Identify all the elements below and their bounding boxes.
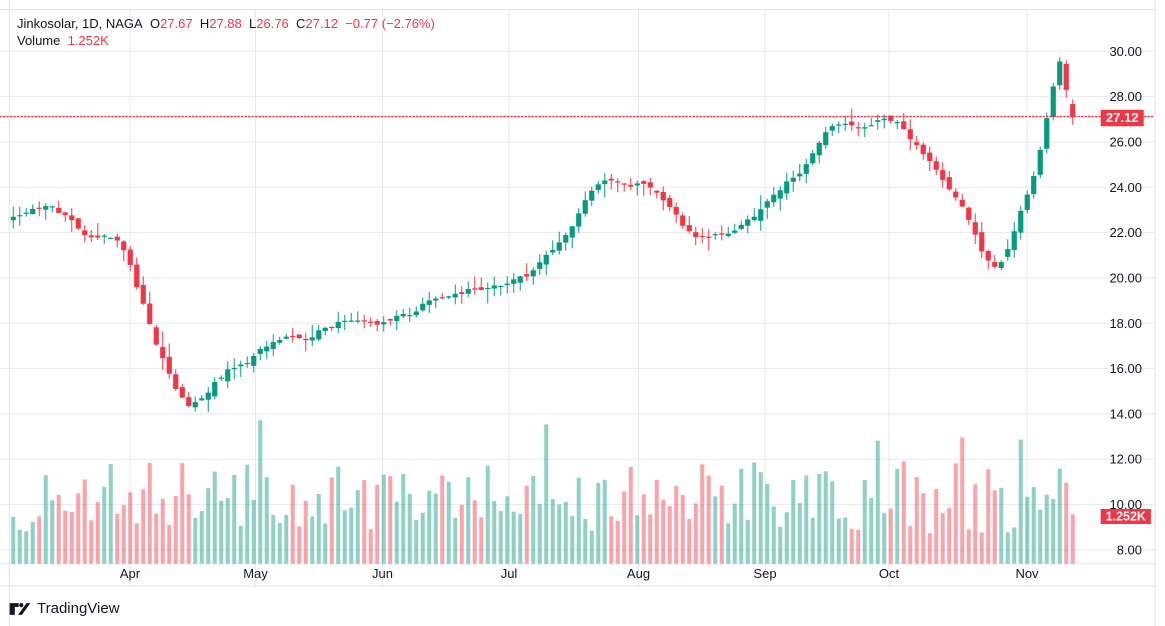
svg-text:12.00: 12.00 bbox=[1109, 452, 1142, 467]
svg-text:22.00: 22.00 bbox=[1109, 225, 1142, 240]
svg-text:26.00: 26.00 bbox=[1109, 134, 1142, 149]
svg-text:28.00: 28.00 bbox=[1109, 89, 1142, 104]
svg-text:8.00: 8.00 bbox=[1117, 542, 1142, 557]
svg-text:30.00: 30.00 bbox=[1109, 44, 1142, 59]
svg-text:14.00: 14.00 bbox=[1109, 406, 1142, 421]
svg-text:27.12: 27.12 bbox=[1106, 110, 1139, 125]
svg-text:16.00: 16.00 bbox=[1109, 361, 1142, 376]
svg-text:24.00: 24.00 bbox=[1109, 180, 1142, 195]
svg-text:1.252K: 1.252K bbox=[1106, 509, 1146, 523]
svg-text:Aug: Aug bbox=[627, 566, 650, 581]
svg-text:Sep: Sep bbox=[753, 566, 776, 581]
svg-text:Apr: Apr bbox=[120, 566, 141, 581]
svg-text:Nov: Nov bbox=[1015, 566, 1039, 581]
svg-text:May: May bbox=[243, 566, 268, 581]
svg-text:20.00: 20.00 bbox=[1109, 270, 1142, 285]
svg-text:Jun: Jun bbox=[372, 566, 393, 581]
svg-text:Oct: Oct bbox=[879, 566, 900, 581]
svg-text:18.00: 18.00 bbox=[1109, 316, 1142, 331]
svg-text:Jul: Jul bbox=[501, 566, 518, 581]
